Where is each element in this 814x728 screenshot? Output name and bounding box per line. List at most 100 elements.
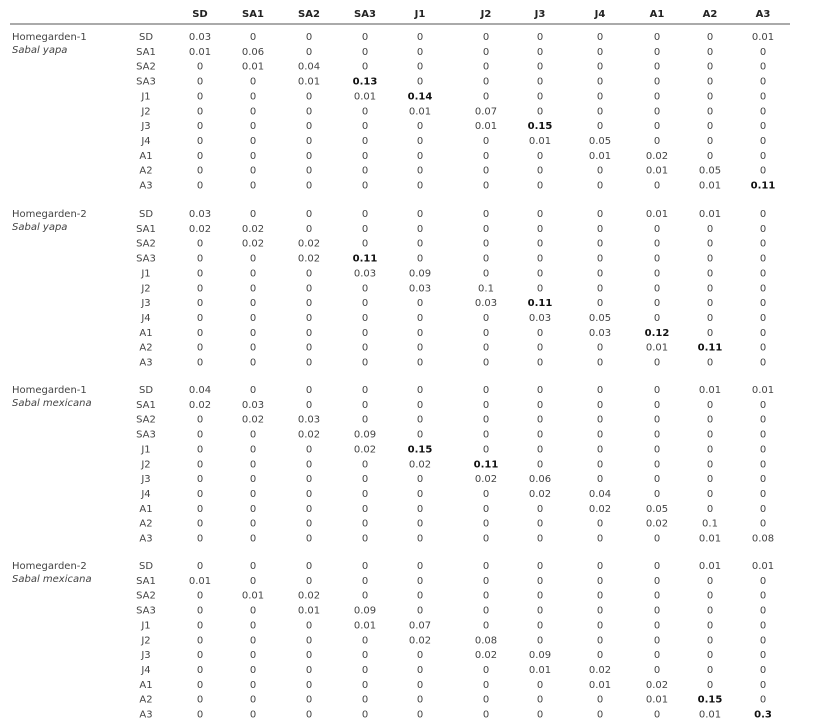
cell: 0 [654,358,660,369]
row-label: J2 [140,106,150,117]
cell: 0 [362,665,368,676]
cell: 0 [197,77,203,88]
cell: 0 [654,400,660,411]
cell: 0.15 [408,444,433,455]
cell: 0 [537,680,543,691]
row-label: SA3 [136,430,156,441]
cell: 0 [362,534,368,545]
cell: 0 [197,444,203,455]
cell: 0 [306,474,312,485]
cell: 0 [760,224,766,235]
cell: 0.03 [189,32,211,43]
row-label: A3 [139,358,152,369]
cell: 0 [654,606,660,617]
cell: 0 [654,459,660,470]
cell: 0 [707,268,713,279]
cell: 0 [483,534,489,545]
cell: 0 [760,504,766,515]
row-label: J2 [140,459,150,470]
cell: 0 [597,591,603,602]
cell: 0.09 [529,650,551,661]
cell: 0 [760,209,766,220]
cell: 0 [306,47,312,58]
cell: 0 [306,32,312,43]
cell: 0.01 [242,591,264,602]
cell: 0 [306,665,312,676]
cell: 0.15 [528,121,553,132]
cell: 0 [760,47,766,58]
cell: 0 [760,489,766,500]
cell: 0 [362,121,368,132]
cell: 0 [417,47,423,58]
cell: 0 [362,209,368,220]
cell: 0.08 [752,534,774,545]
cell: 0 [707,635,713,646]
cell: 0 [654,591,660,602]
cell: 0 [597,635,603,646]
cell: 0.02 [189,224,211,235]
cell: 0 [197,121,203,132]
row-label: J4 [140,313,150,324]
cell: 0 [537,32,543,43]
cell: 0 [654,32,660,43]
cell: 0.05 [589,313,611,324]
row-label: A2 [139,519,152,530]
cell: 0.13 [353,77,378,88]
cell: 0 [760,239,766,250]
cell: 0 [597,268,603,279]
cell: 0 [250,561,256,572]
cell: 0 [197,62,203,73]
row-label: A2 [139,695,152,706]
cell: 0 [483,695,489,706]
cell: 0.02 [475,474,497,485]
cell: 0 [250,665,256,676]
cell: 0 [362,561,368,572]
cell: 0.01 [354,620,376,631]
row-label: A2 [139,166,152,177]
cell: 0 [707,136,713,147]
cell: 0 [197,710,203,721]
cell: 0 [707,504,713,515]
cell: 0 [760,106,766,117]
cell: 0.08 [475,635,497,646]
cell: 0 [306,224,312,235]
cell: 0.07 [409,620,431,631]
cell: 0 [537,576,543,587]
row-label: J1 [140,444,150,455]
cell: 0 [197,474,203,485]
row-label: A1 [139,680,152,691]
column-header: SA2 [298,9,320,20]
cell: 0 [760,400,766,411]
cell: 0 [483,239,489,250]
row-label: J4 [140,489,150,500]
cell: 0.03 [189,209,211,220]
cell: 0.02 [242,415,264,426]
cell: 0.01 [699,710,721,721]
cell: 0.02 [298,254,320,265]
cell: 0 [362,106,368,117]
row-label: SA2 [136,415,156,426]
cell: 0 [306,313,312,324]
cell: 0 [483,489,489,500]
cell: 0 [597,358,603,369]
cell: 0 [417,254,423,265]
cell: 0 [654,561,660,572]
cell: 0 [250,268,256,279]
cell: 0 [250,534,256,545]
cell: 0.02 [529,489,551,500]
cell: 0 [250,650,256,661]
cell: 0 [362,385,368,396]
cell: 0 [197,91,203,102]
cell: 0.03 [409,283,431,294]
cell: 0 [760,650,766,661]
column-header: SA3 [354,9,376,20]
cell: 0 [707,32,713,43]
cell: 0 [362,32,368,43]
cell: 0 [417,62,423,73]
cell: 0 [707,415,713,426]
cell: 0 [306,444,312,455]
cell: 0 [362,400,368,411]
cell: 0.03 [354,268,376,279]
cell: 0 [654,430,660,441]
cell: 0 [707,224,713,235]
